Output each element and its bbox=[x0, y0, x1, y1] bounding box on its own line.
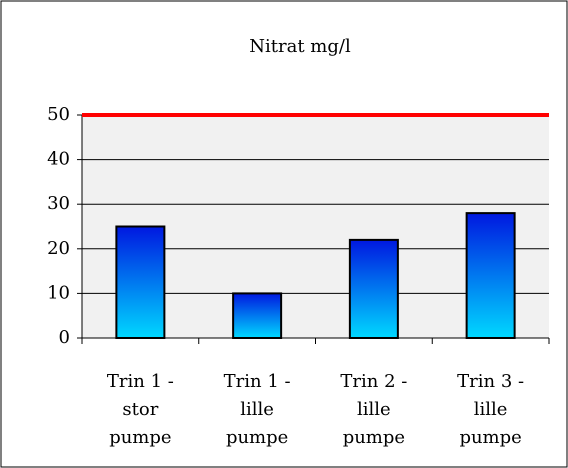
x-tick-label: lille bbox=[240, 399, 274, 420]
x-tick-label: pumpe bbox=[109, 427, 171, 448]
x-tick-label: Trin 2 - bbox=[340, 371, 407, 392]
bar bbox=[115, 225, 166, 339]
x-tick-label: Trin 1 - bbox=[224, 371, 291, 392]
y-tick-label: 30 bbox=[47, 193, 70, 214]
x-tick-label: Trin 3 - bbox=[457, 371, 524, 392]
x-tick-label: lille bbox=[357, 399, 391, 420]
x-tick-label: lille bbox=[474, 399, 508, 420]
bar bbox=[348, 238, 399, 340]
x-tick-label: pumpe bbox=[343, 427, 405, 448]
x-tick-label: pumpe bbox=[459, 427, 521, 448]
y-tick-label: 10 bbox=[47, 282, 70, 303]
bar bbox=[465, 212, 516, 339]
x-tick-label: pumpe bbox=[226, 427, 288, 448]
y-tick-label: 0 bbox=[59, 327, 70, 348]
y-tick-label: 20 bbox=[47, 238, 70, 259]
y-tick-label: 50 bbox=[47, 104, 70, 125]
x-tick-label: Trin 1 - bbox=[107, 371, 174, 392]
x-tick-label: stor bbox=[122, 399, 158, 420]
y-tick-label: 40 bbox=[47, 149, 70, 170]
bar bbox=[232, 292, 283, 339]
chart-title: Nitrat mg/l bbox=[249, 36, 351, 57]
